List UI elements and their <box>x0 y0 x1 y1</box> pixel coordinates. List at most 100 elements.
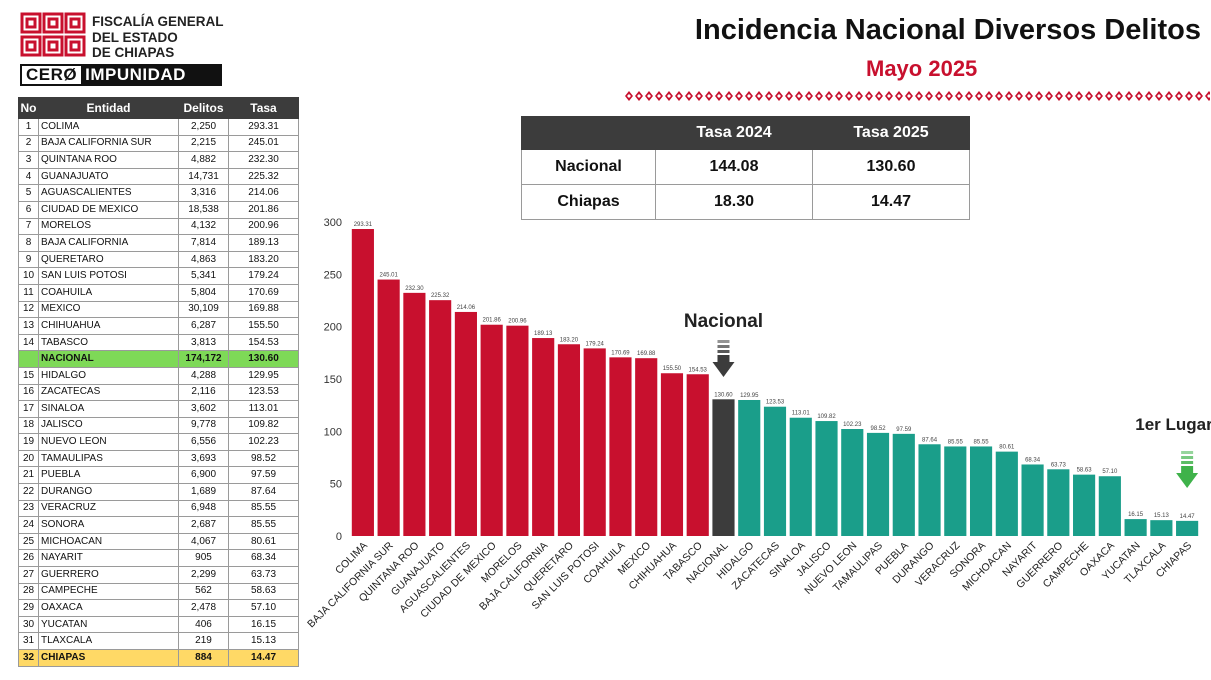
cell-tasa: 87.64 <box>228 483 299 501</box>
cell-delitos: 905 <box>178 549 229 568</box>
cell-no: 2 <box>18 134 39 153</box>
cell-tasa: 214.06 <box>228 184 299 202</box>
table-row: 2 BAJA CALIFORNIA SUR 2,215 245.01 <box>18 134 299 153</box>
cell-entidad: AGUASCALIENTES <box>38 184 179 202</box>
cell-no: 20 <box>18 449 39 468</box>
cell-delitos: 3,602 <box>178 400 229 418</box>
bar-value-label: 225.32 <box>431 293 450 299</box>
ranking-table-body: 1 COLIMA 2,250 293.31 2 BAJA CALIFORNIA SUR 2,… <box>18 118 299 667</box>
table-row: 8 BAJA CALIFORNIA 7,814 189.13 <box>18 234 299 252</box>
cell-delitos: 6,900 <box>178 466 229 485</box>
bar-chart: 0 50 100 150 200 250 300 293.31 245.01 232.30 225… <box>305 217 1211 630</box>
bar-value-label: 113.01 <box>792 411 811 417</box>
cell-no: 25 <box>18 532 39 551</box>
slogan-part-1: CERØ <box>22 66 82 84</box>
cell-delitos: 6,556 <box>178 433 229 451</box>
y-axis: 0 50 100 150 200 250 300 <box>324 217 342 543</box>
cell-delitos: 884 <box>178 649 229 667</box>
cell-delitos: 3,693 <box>178 449 229 468</box>
bar <box>789 417 812 536</box>
cell-tasa: 16.15 <box>228 615 299 634</box>
bar-value-label: 57.10 <box>1102 469 1118 475</box>
cell-tasa: 201.86 <box>228 200 299 219</box>
table-row: 29 OAXACA 2,478 57.10 <box>18 599 299 617</box>
bar-value-label: 179.24 <box>586 341 605 347</box>
cell-entidad: BAJA CALIFORNIA SUR <box>38 134 179 153</box>
bar-value-label: 14.47 <box>1180 514 1196 520</box>
cell-entidad: SAN LUIS POTOSI <box>38 267 179 285</box>
table-row: 10 SAN LUIS POTOSI 5,341 179.24 <box>18 267 299 285</box>
cell-no: 18 <box>18 416 39 435</box>
bars <box>351 229 1199 536</box>
cell-no: 13 <box>18 317 39 335</box>
cell-entidad: BAJA CALIFORNIA <box>38 234 179 252</box>
y-tick-label: 150 <box>324 374 342 386</box>
cell-tasa: 98.52 <box>228 449 299 468</box>
bar <box>532 338 555 536</box>
bar <box>583 348 606 536</box>
table-row: 21 PUEBLA 6,900 97.59 <box>18 466 299 485</box>
cell-delitos: 7,814 <box>178 234 229 252</box>
cell-entidad: ZACATECAS <box>38 383 179 402</box>
table-row: 16 ZACATECAS 2,116 123.53 <box>18 383 299 402</box>
bar <box>429 300 452 536</box>
col-header-delitos: Delitos <box>178 97 229 119</box>
cell-delitos: 9,778 <box>178 416 229 435</box>
cell-no: 28 <box>18 582 39 601</box>
cell-delitos: 4,067 <box>178 532 229 551</box>
bar-value-label: 155.50 <box>663 366 682 372</box>
bar <box>557 344 581 536</box>
cell-delitos: 406 <box>178 615 229 634</box>
cell-tasa: 232.30 <box>228 151 299 169</box>
bar-value-label: 214.06 <box>457 305 476 311</box>
cell-delitos: 3,316 <box>178 184 229 202</box>
cell-entidad: VERACRUZ <box>38 499 179 518</box>
ranking-table-header: No Entidad Delitos Tasa <box>18 97 299 119</box>
bar-value-label: 80.61 <box>999 445 1015 451</box>
cell-entidad: DURANGO <box>38 483 179 501</box>
cell-entidad: TAMAULIPAS <box>38 449 179 468</box>
y-tick-label: 200 <box>324 322 342 334</box>
cell-tasa: 129.95 <box>228 366 299 385</box>
bar <box>686 374 709 536</box>
logo-line-2: DEL ESTADO <box>92 29 178 45</box>
rates-value-2025: 130.60 <box>812 149 970 185</box>
bar-value-label: 63.73 <box>1051 462 1067 468</box>
cell-tasa: 15.13 <box>228 632 299 650</box>
cell-tasa: 63.73 <box>228 566 299 584</box>
bar <box>1176 520 1199 536</box>
rates-label: Chiapas <box>521 184 656 220</box>
fge-logo-icon <box>20 12 86 57</box>
cell-no: 4 <box>18 167 39 186</box>
bar <box>609 357 632 536</box>
bar <box>841 428 864 536</box>
bar-value-label: 102.23 <box>843 422 862 428</box>
cell-tasa: 179.24 <box>228 267 299 285</box>
cell-entidad: MORELOS <box>38 217 179 236</box>
decorative-ribbon <box>624 90 1210 102</box>
rates-header-2024: Tasa 2024 <box>655 116 813 150</box>
annotations: Nacional 1er Lugar <box>684 311 1211 488</box>
cell-no: 32 <box>18 649 39 667</box>
bar-value-label: 200.96 <box>508 319 527 325</box>
cell-tasa: 200.96 <box>228 217 299 236</box>
bar <box>660 373 684 536</box>
bar-value-label: 129.95 <box>740 393 759 399</box>
rates-table: Tasa 2024 Tasa 2025 Nacional 144.08 130.… <box>521 116 970 220</box>
cell-tasa: 245.01 <box>228 134 299 153</box>
slogan-part-2: IMPUNIDAD <box>81 66 220 84</box>
cell-entidad: COLIMA <box>38 118 179 136</box>
bar <box>1021 464 1044 536</box>
cell-delitos: 2,250 <box>178 118 229 136</box>
cell-tasa: 85.55 <box>228 499 299 518</box>
y-tick-label: 300 <box>324 217 342 229</box>
cell-entidad: JALISCO <box>38 416 179 435</box>
cell-entidad: HIDALGO <box>38 366 179 385</box>
cell-tasa: 57.10 <box>228 599 299 617</box>
table-row: 31 TLAXCALA 219 15.13 <box>18 632 299 650</box>
bar-value-label: 98.52 <box>871 426 887 432</box>
cell-entidad: TABASCO <box>38 333 179 352</box>
cell-no: 1 <box>18 118 39 136</box>
bar <box>403 292 426 536</box>
